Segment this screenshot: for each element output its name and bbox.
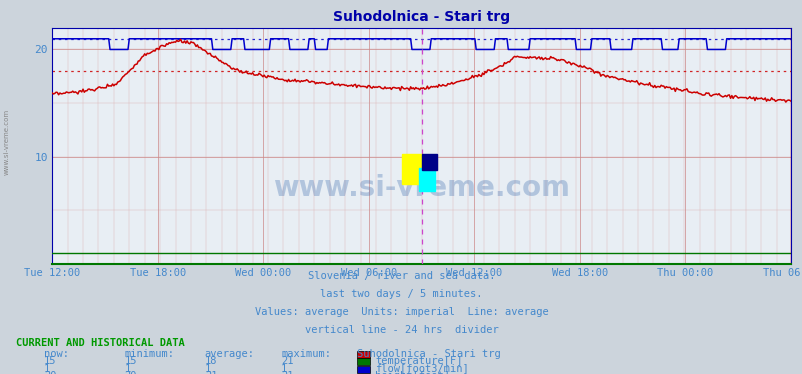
Text: now:: now: [44, 349, 69, 359]
Text: height[foot]: height[foot] [375, 371, 449, 374]
Text: Suhodolnica - Stari trg: Suhodolnica - Stari trg [357, 349, 500, 359]
Text: 18: 18 [205, 356, 217, 366]
Text: minimum:: minimum: [124, 349, 174, 359]
Text: 20: 20 [44, 371, 57, 374]
Bar [401, 154, 422, 184]
Text: CURRENT AND HISTORICAL DATA: CURRENT AND HISTORICAL DATA [16, 338, 184, 349]
Text: 21: 21 [205, 371, 217, 374]
Title: Suhodolnica - Stari trg: Suhodolnica - Stari trg [333, 10, 509, 24]
Text: www.si-vreme.com: www.si-vreme.com [3, 109, 10, 175]
Text: 20: 20 [124, 371, 137, 374]
Text: 21: 21 [281, 356, 294, 366]
Text: 1: 1 [281, 364, 287, 374]
Bar [418, 168, 434, 191]
Text: average:: average: [205, 349, 254, 359]
Text: 1: 1 [205, 364, 211, 374]
Text: last two days / 5 minutes.: last two days / 5 minutes. [320, 289, 482, 299]
Text: 1: 1 [124, 364, 131, 374]
Text: 1: 1 [44, 364, 51, 374]
Text: vertical line - 24 hrs  divider: vertical line - 24 hrs divider [304, 325, 498, 335]
Text: Values: average  Units: imperial  Line: average: Values: average Units: imperial Line: av… [254, 307, 548, 317]
Text: flow[foot3/min]: flow[foot3/min] [375, 364, 468, 374]
Text: 15: 15 [44, 356, 57, 366]
Bar [422, 154, 436, 170]
Text: www.si-vreme.com: www.si-vreme.com [273, 174, 569, 202]
Text: 21: 21 [281, 371, 294, 374]
Text: maximum:: maximum: [281, 349, 330, 359]
Text: 15: 15 [124, 356, 137, 366]
Text: Slovenia / river and sea data.: Slovenia / river and sea data. [307, 271, 495, 281]
Text: temperature[F]: temperature[F] [375, 356, 462, 366]
